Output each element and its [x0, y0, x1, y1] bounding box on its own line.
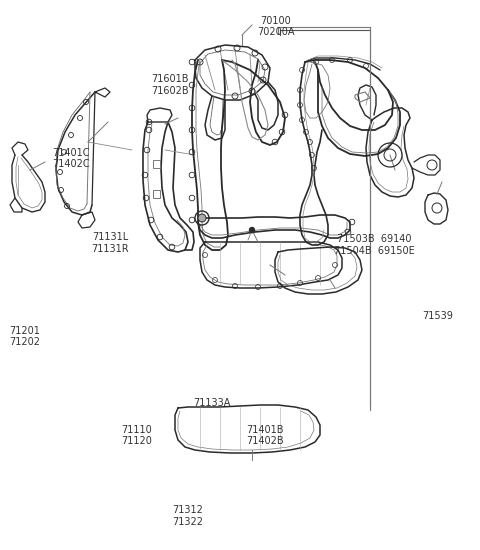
Text: 71401B
71402B: 71401B 71402B: [246, 425, 284, 447]
Text: 70100
70200A: 70100 70200A: [257, 15, 295, 37]
Text: 71133A: 71133A: [193, 398, 231, 408]
Text: 71601B
71602B: 71601B 71602B: [152, 74, 189, 96]
Text: 71539: 71539: [422, 311, 453, 321]
Text: 71201
71202: 71201 71202: [10, 326, 40, 348]
Text: 71110
71120: 71110 71120: [121, 425, 152, 447]
Text: 71131L
71131R: 71131L 71131R: [92, 232, 129, 254]
Text: 71503B  69140
71504B  69150E: 71503B 69140 71504B 69150E: [334, 234, 415, 256]
Circle shape: [250, 228, 254, 233]
Circle shape: [198, 214, 206, 222]
Text: 71401C
71402C: 71401C 71402C: [52, 147, 90, 169]
Text: 71312
71322: 71312 71322: [172, 505, 203, 527]
